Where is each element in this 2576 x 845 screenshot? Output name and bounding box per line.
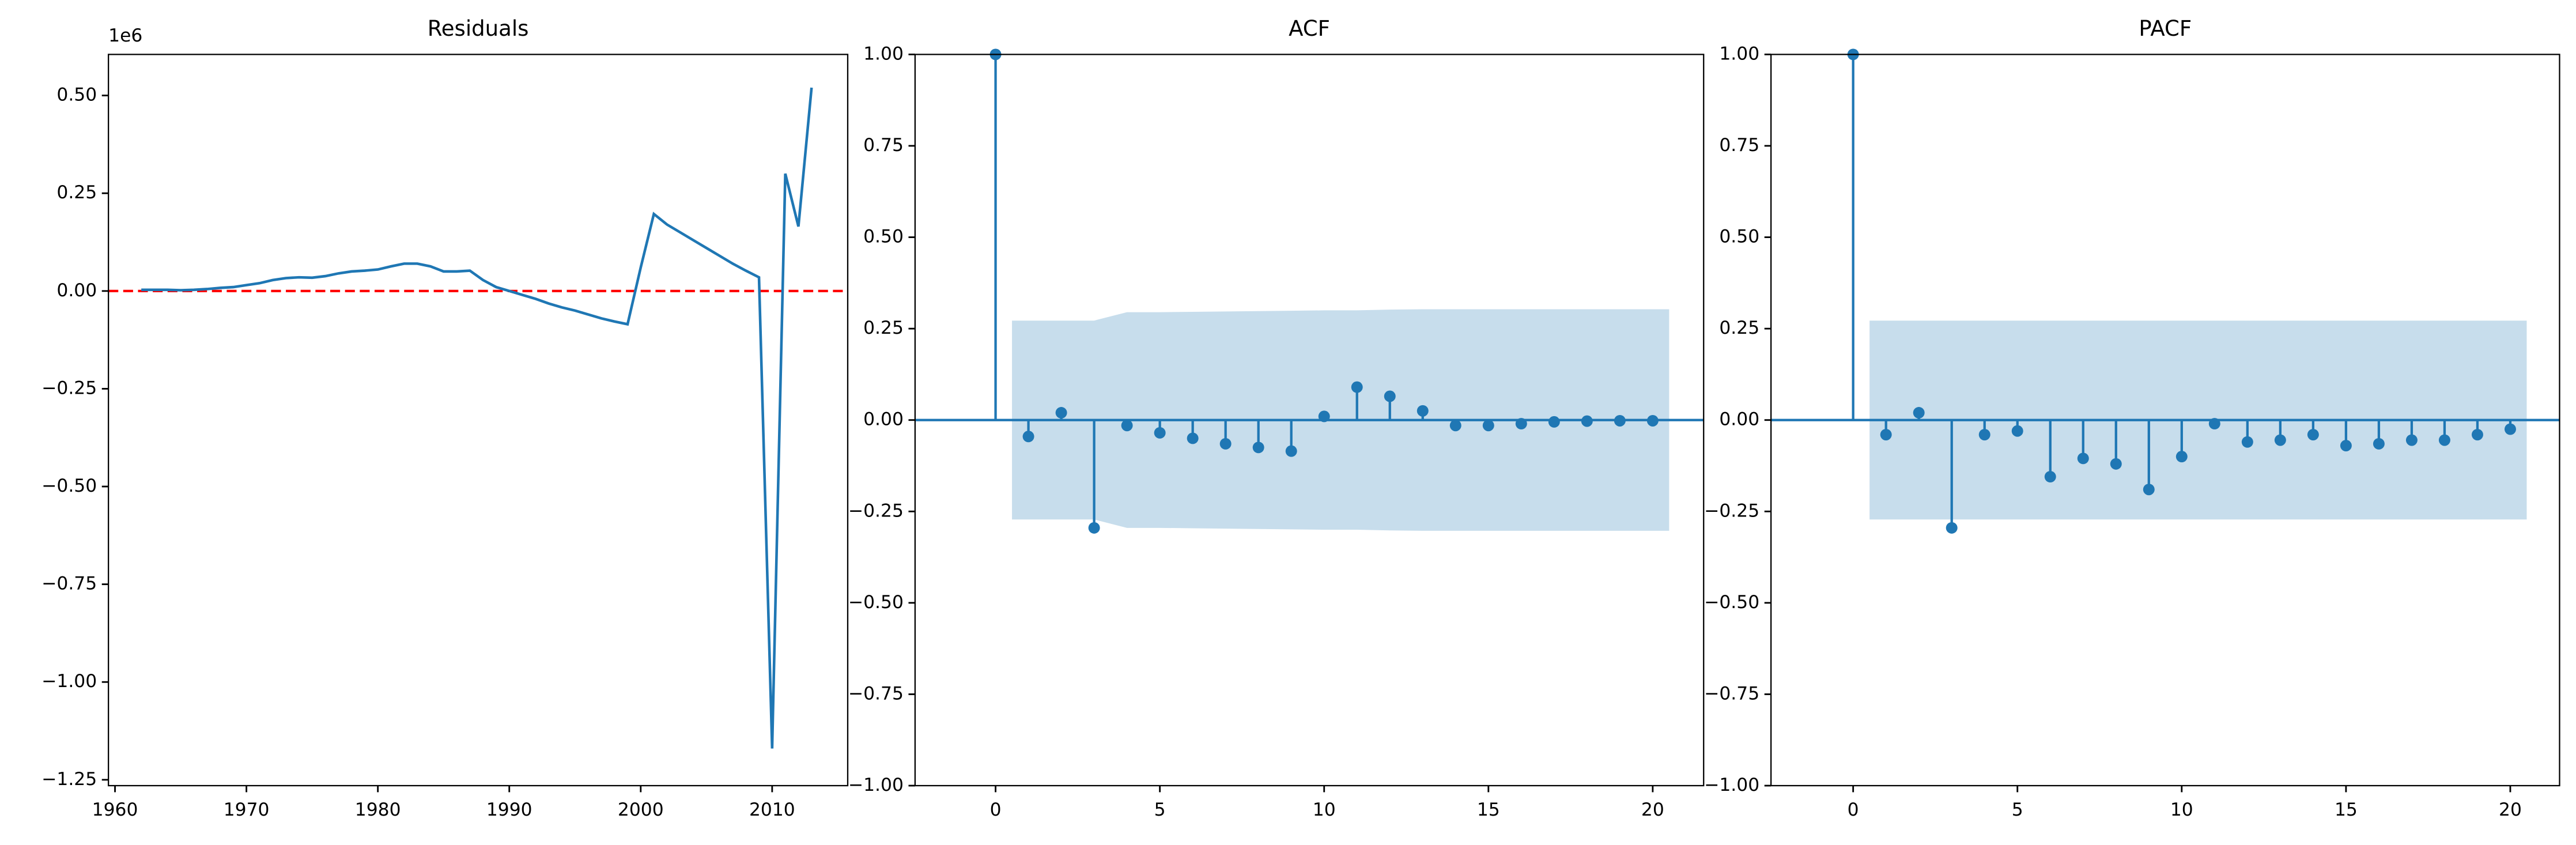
- stem-marker: [2504, 423, 2516, 435]
- chart-title: PACF: [2139, 16, 2192, 41]
- y-tick-label: −0.75: [848, 683, 904, 704]
- y-tick-label: −1.00: [1704, 775, 1759, 795]
- x-tick-label: 15: [1477, 799, 1500, 820]
- stem-marker: [2373, 437, 2385, 450]
- stem-marker: [1482, 420, 1494, 432]
- x-tick-label: 20: [2499, 799, 2522, 820]
- y-tick-label: 0.25: [1719, 318, 1759, 338]
- stem-marker: [1646, 415, 1659, 427]
- stem-marker: [2110, 458, 2122, 470]
- stem-marker: [1351, 381, 1363, 393]
- stem-marker: [1417, 405, 1429, 417]
- y-tick-label: −0.25: [848, 500, 904, 521]
- y-tick-label: −0.75: [1704, 683, 1759, 704]
- y-tick-label: 0.50: [1719, 227, 1759, 247]
- x-tick-label: 0: [990, 799, 1002, 820]
- y-tick-label: 0.25: [56, 182, 97, 203]
- y-tick-label: 1.00: [863, 43, 904, 64]
- stem-marker: [1285, 445, 1297, 457]
- y-tick-label: 0.25: [863, 318, 904, 338]
- stem-marker: [1154, 427, 1166, 439]
- x-tick-label: 2010: [749, 799, 795, 820]
- y-tick-label: −0.75: [41, 574, 97, 594]
- stem-marker: [2044, 471, 2056, 483]
- x-tick-label: 5: [1154, 799, 1166, 820]
- stem-marker: [2471, 429, 2483, 441]
- y-tick-label: 1.00: [1719, 43, 1759, 64]
- stem-marker: [1187, 432, 1199, 444]
- y-tick-label: −0.25: [41, 378, 97, 398]
- x-tick-label: 1990: [486, 799, 532, 820]
- stem-marker: [2340, 440, 2352, 452]
- y-tick-label: −1.00: [41, 671, 97, 692]
- stem-marker: [1913, 407, 1925, 419]
- y-tick-label: −0.25: [1704, 500, 1759, 521]
- stem-marker: [1515, 418, 1527, 430]
- y-tick-label: −0.50: [848, 592, 904, 613]
- y-tick-label: 0.75: [1719, 135, 1759, 156]
- offset-label: 1e6: [108, 25, 142, 46]
- stem-marker: [1121, 420, 1133, 432]
- y-tick-label: 0.00: [863, 409, 904, 430]
- x-tick-label: 15: [2335, 799, 2358, 820]
- y-tick-label: −1.00: [848, 775, 904, 795]
- stem-marker: [1449, 420, 1461, 432]
- x-tick-label: 5: [2012, 799, 2023, 820]
- stem-marker: [1252, 442, 1264, 454]
- stem-marker: [2274, 434, 2286, 446]
- stem-marker: [1318, 410, 1330, 423]
- stem-marker: [2241, 436, 2253, 448]
- stem-marker: [2307, 429, 2319, 441]
- x-tick-label: 1960: [92, 799, 138, 820]
- stem-marker: [1548, 416, 1560, 428]
- stem-marker: [2175, 451, 2188, 463]
- x-tick-label: 10: [1313, 799, 1336, 820]
- stem-marker: [2438, 434, 2450, 446]
- stem-marker: [1880, 429, 1892, 441]
- stem-marker: [1384, 390, 1396, 402]
- stem-marker: [2077, 452, 2089, 465]
- x-tick-label: 1980: [355, 799, 401, 820]
- stem-marker: [2011, 425, 2023, 437]
- y-tick-label: −0.50: [1704, 592, 1759, 613]
- x-tick-label: 10: [2170, 799, 2193, 820]
- x-tick-label: 2000: [618, 799, 664, 820]
- stem-marker: [1581, 415, 1593, 427]
- y-tick-label: 0.50: [863, 227, 904, 247]
- stem-marker: [1946, 522, 1958, 534]
- stem-marker: [1088, 522, 1100, 534]
- y-tick-label: −1.25: [41, 769, 97, 790]
- stem-marker: [2143, 484, 2155, 496]
- stem-marker: [2208, 418, 2220, 430]
- stem-marker: [1978, 429, 1990, 441]
- y-tick-label: 0.00: [1719, 409, 1759, 430]
- stem-marker: [2405, 434, 2418, 446]
- x-tick-label: 20: [1641, 799, 1664, 820]
- stem-marker: [1022, 431, 1034, 443]
- plot-frame: [1770, 54, 2560, 787]
- chart-title: Residuals: [428, 16, 529, 41]
- y-tick-label: 0.50: [56, 85, 97, 105]
- residual-line: [141, 87, 813, 749]
- stem-marker: [1219, 437, 1232, 450]
- stem-marker: [1055, 407, 1067, 419]
- x-tick-label: 1970: [224, 799, 270, 820]
- x-tick-label: 0: [1848, 799, 1859, 820]
- y-tick-label: 0.75: [863, 135, 904, 156]
- y-tick-label: 0.00: [56, 280, 97, 301]
- stem-marker: [1614, 415, 1626, 427]
- plot-frame: [108, 54, 849, 787]
- chart-title: ACF: [1289, 16, 1330, 41]
- plot-frame: [914, 54, 1705, 787]
- y-tick-label: −0.50: [41, 476, 97, 496]
